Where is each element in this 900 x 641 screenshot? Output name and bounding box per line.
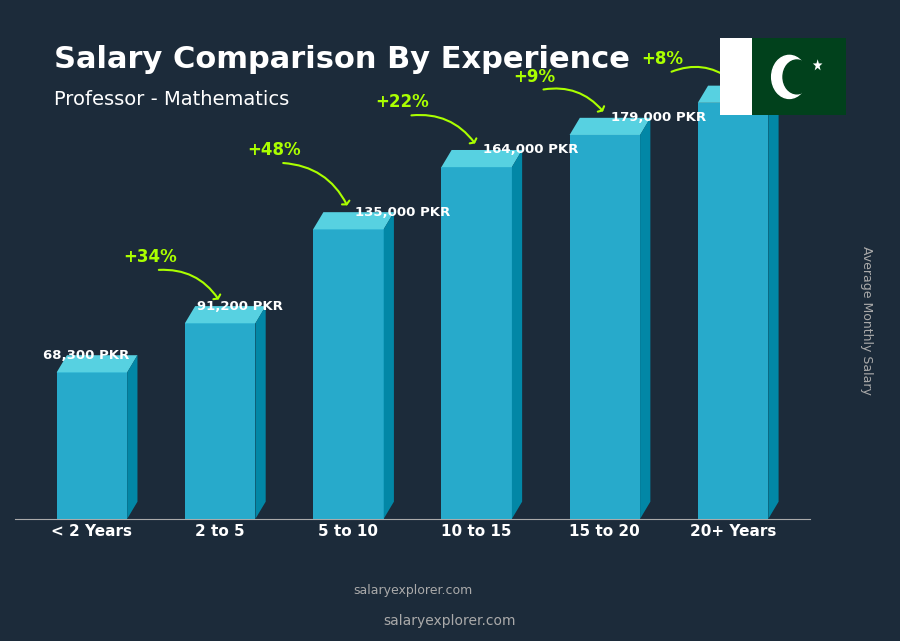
Text: Salary Comparison By Experience: Salary Comparison By Experience	[54, 45, 630, 74]
Polygon shape	[769, 86, 778, 519]
Text: salaryexplorer.com: salaryexplorer.com	[383, 614, 517, 628]
Polygon shape	[57, 372, 127, 519]
Polygon shape	[313, 229, 383, 519]
Polygon shape	[813, 59, 823, 71]
Text: +8%: +8%	[642, 51, 683, 69]
Text: Professor - Mathematics: Professor - Mathematics	[54, 90, 289, 109]
Bar	[752, 38, 846, 115]
Text: 164,000 PKR: 164,000 PKR	[483, 144, 579, 156]
Bar	[720, 38, 751, 115]
Circle shape	[771, 55, 807, 99]
Text: salaryexplorer.com: salaryexplorer.com	[353, 584, 472, 597]
Text: +34%: +34%	[122, 248, 176, 266]
Polygon shape	[698, 86, 778, 103]
Polygon shape	[570, 135, 640, 519]
Text: +48%: +48%	[248, 140, 301, 158]
Text: +22%: +22%	[375, 94, 429, 112]
Polygon shape	[512, 150, 522, 519]
Polygon shape	[127, 355, 138, 519]
Text: 135,000 PKR: 135,000 PKR	[355, 206, 450, 219]
Text: 194,000 PKR: 194,000 PKR	[746, 79, 842, 92]
Polygon shape	[313, 212, 394, 229]
Polygon shape	[570, 118, 651, 135]
Text: +9%: +9%	[513, 68, 555, 86]
Polygon shape	[383, 212, 394, 519]
Polygon shape	[57, 355, 138, 372]
Polygon shape	[256, 306, 266, 519]
Polygon shape	[640, 118, 651, 519]
Text: Average Monthly Salary: Average Monthly Salary	[860, 246, 873, 395]
Polygon shape	[441, 167, 512, 519]
Polygon shape	[441, 150, 522, 167]
Text: 68,300 PKR: 68,300 PKR	[43, 349, 130, 362]
Text: 91,200 PKR: 91,200 PKR	[197, 299, 283, 313]
Text: 179,000 PKR: 179,000 PKR	[611, 112, 706, 124]
Polygon shape	[184, 323, 256, 519]
Polygon shape	[698, 103, 769, 519]
Polygon shape	[184, 306, 266, 323]
Circle shape	[783, 60, 811, 94]
